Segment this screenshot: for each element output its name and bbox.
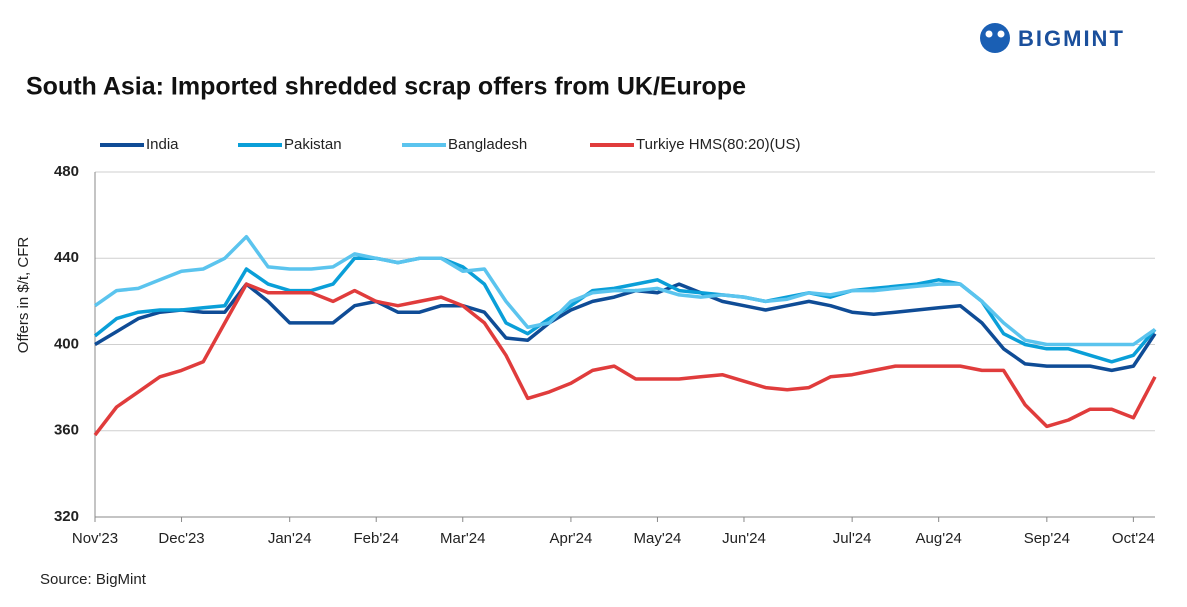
brand: BIGMINT bbox=[1018, 26, 1125, 51]
series-line bbox=[93, 234, 1157, 347]
logo-icon-dot bbox=[985, 30, 993, 38]
x-tick-label: May'24 bbox=[634, 530, 682, 547]
chart-title: South Asia: Imported shredded scrap offe… bbox=[26, 73, 746, 101]
y-tick-label: 320 bbox=[54, 508, 79, 525]
x-tick-label: Apr'24 bbox=[549, 530, 592, 547]
y-tick-label: 440 bbox=[54, 249, 79, 266]
y-tick-label: 480 bbox=[54, 163, 79, 180]
x-tick-label: Mar'24 bbox=[440, 530, 485, 547]
source: Source: BigMint bbox=[40, 571, 147, 588]
x-tick-label: Nov'23 bbox=[72, 530, 118, 547]
y-tick-label: 360 bbox=[54, 422, 79, 439]
legend-label: Turkiye HMS(80:20)(US) bbox=[636, 136, 800, 153]
y-tick-label: 400 bbox=[54, 335, 79, 352]
y-axis-label: Offers in $/t, CFR bbox=[15, 237, 32, 354]
legend-label: Pakistan bbox=[284, 136, 342, 153]
logo-icon bbox=[980, 23, 1010, 53]
x-tick-label: Jul'24 bbox=[833, 530, 872, 547]
series-line bbox=[93, 282, 1157, 437]
x-tick-label: Aug'24 bbox=[916, 530, 962, 547]
logo-icon-dot bbox=[997, 30, 1005, 38]
x-tick-label: Oct'24 bbox=[1112, 530, 1155, 547]
logo: BIGMINT bbox=[980, 23, 1125, 53]
legend-label: Bangladesh bbox=[448, 136, 527, 153]
x-tick-label: Jan'24 bbox=[268, 530, 312, 547]
series-line bbox=[93, 256, 1157, 364]
x-tick-label: Jun'24 bbox=[722, 530, 766, 547]
x-tick-label: Sep'24 bbox=[1024, 530, 1070, 547]
series-line bbox=[94, 282, 1157, 373]
x-tick-label: Feb'24 bbox=[354, 530, 399, 547]
x-tick-label: Dec'23 bbox=[158, 530, 204, 547]
legend-label: India bbox=[146, 136, 179, 153]
